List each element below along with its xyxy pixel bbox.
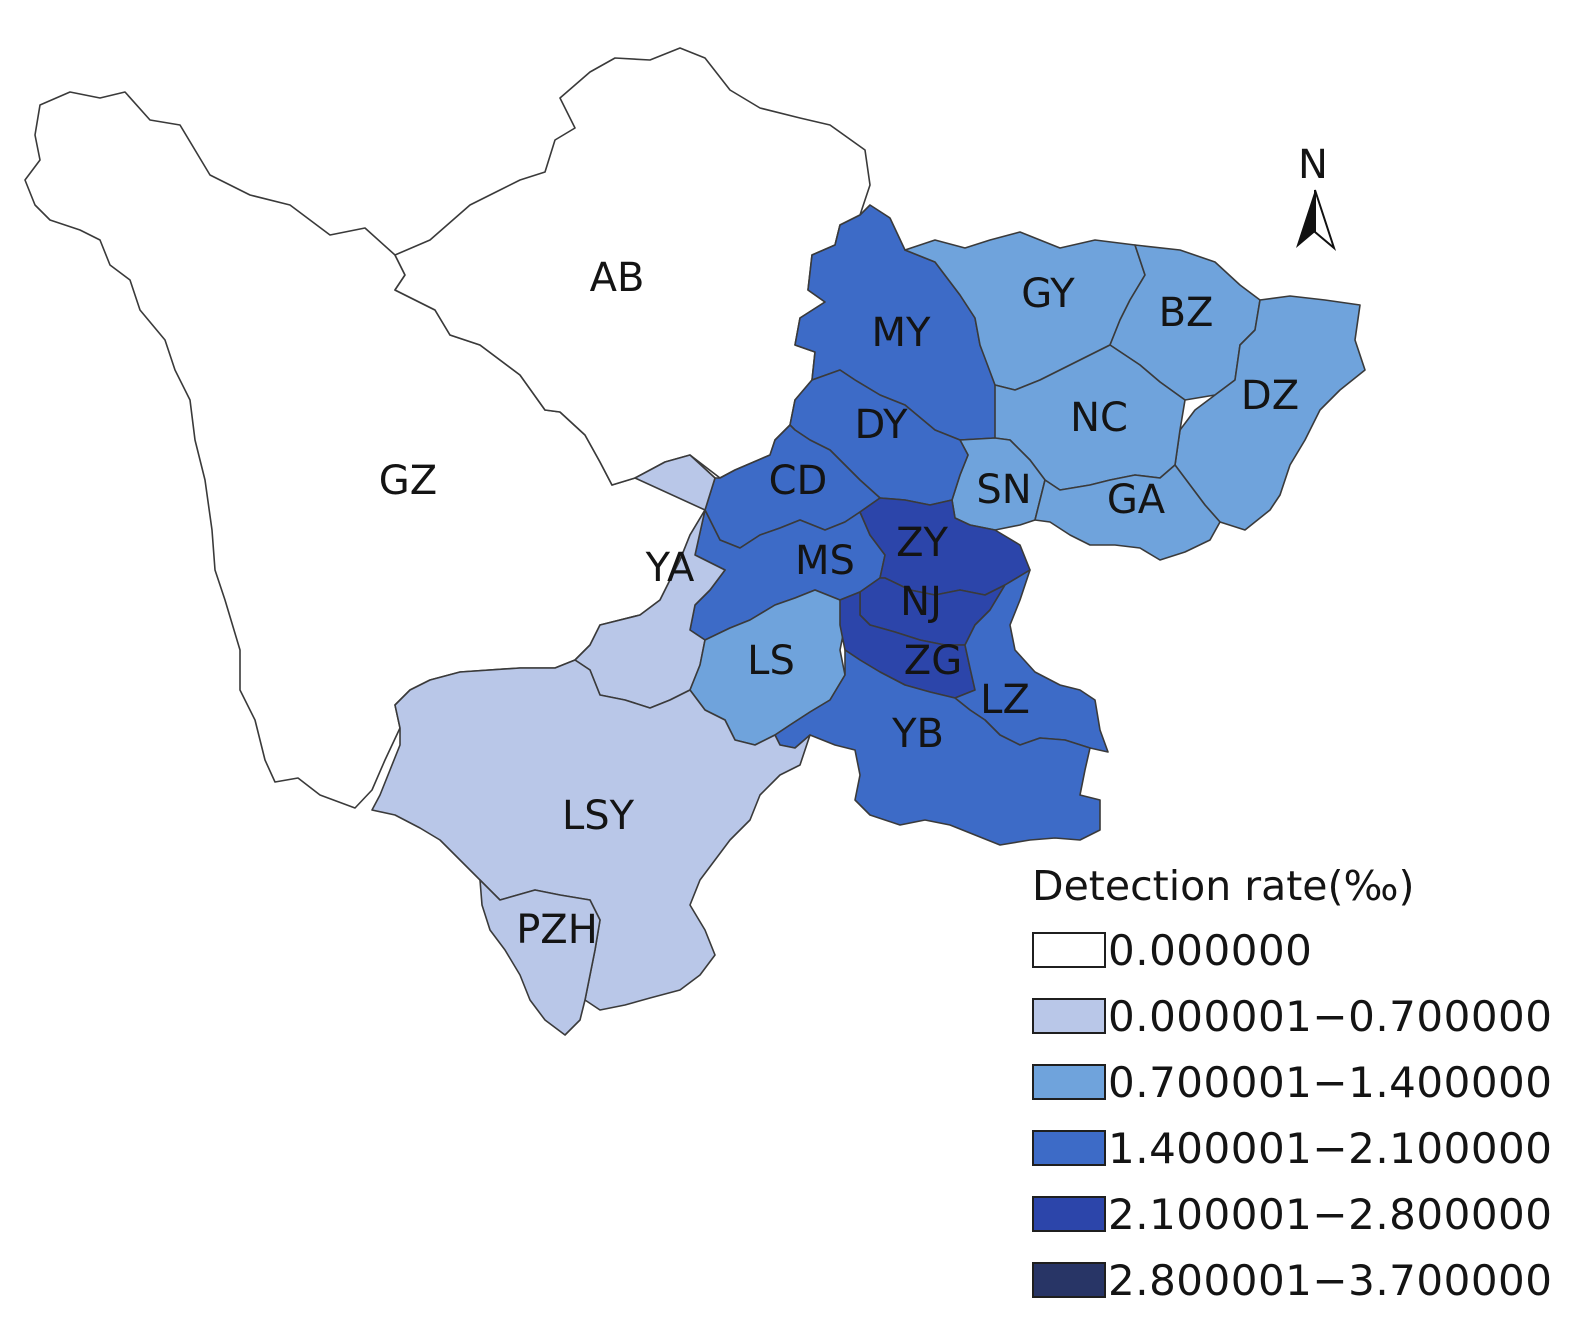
legend-swatch — [1032, 1196, 1106, 1232]
legend-item: 0.700001−1.400000 — [1032, 1049, 1553, 1115]
map-legend: Detection rate(‰) 0.000000 0.000001−0.700… — [1032, 855, 1553, 1313]
legend-label: 2.800001−3.700000 — [1108, 1255, 1553, 1305]
legend-label: 1.400001−2.100000 — [1108, 1123, 1553, 1173]
legend-item: 2.800001−3.700000 — [1032, 1247, 1553, 1313]
legend-item: 0.000000 — [1032, 917, 1553, 983]
legend-swatch — [1032, 998, 1106, 1034]
region-label-DY: DY — [854, 402, 908, 448]
legend-item: 1.400001−2.100000 — [1032, 1115, 1553, 1181]
region-label-CD: CD — [769, 458, 828, 504]
legend-title: Detection rate(‰) — [1032, 862, 1415, 910]
region-label-GZ: GZ — [379, 458, 437, 504]
north-arrow-label: N — [1298, 142, 1328, 188]
legend-swatch — [1032, 932, 1106, 968]
region-label-DZ: DZ — [1241, 373, 1299, 419]
region-label-YB: YB — [891, 711, 944, 757]
region-labels: AB GZ GY BZ NC DZ SN GA MY DY CD MS YA LS ZY NJ ZG LZ YB LS… — [379, 255, 1299, 953]
region-label-YA: YA — [645, 545, 695, 591]
legend-label: 0.700001−1.400000 — [1108, 1057, 1553, 1107]
region-LSY[interactable] — [371, 659, 811, 1011]
region-label-MS: MS — [795, 538, 855, 584]
region-label-GA: GA — [1107, 477, 1166, 523]
legend-label: 0.000000 — [1108, 925, 1313, 975]
region-DZ[interactable] — [1174, 295, 1366, 531]
map-regions — [24, 47, 1366, 1036]
region-label-MY: MY — [872, 310, 932, 356]
legend-item: 0.000001−0.700000 — [1032, 983, 1553, 1049]
north-arrow: N — [1296, 142, 1337, 252]
legend-item: 2.100001−2.800000 — [1032, 1181, 1553, 1247]
region-label-BZ: BZ — [1159, 290, 1214, 336]
legend-label: 2.100001−2.800000 — [1108, 1189, 1553, 1239]
region-label-ZG: ZG — [904, 638, 962, 684]
region-PZH[interactable] — [479, 879, 601, 1036]
legend-items: 0.000000 0.000001−0.700000 0.700001−1.4000… — [1032, 917, 1553, 1313]
region-GA[interactable] — [1034, 464, 1221, 561]
region-label-GY: GY — [1021, 271, 1075, 317]
region-label-NC: NC — [1070, 395, 1128, 441]
region-label-ZY: ZY — [896, 520, 948, 566]
legend-swatch — [1032, 1064, 1106, 1100]
region-label-SN: SN — [976, 467, 1031, 513]
region-label-NJ: NJ — [900, 579, 942, 625]
region-label-AB: AB — [590, 255, 645, 301]
region-label-LZ: LZ — [980, 677, 1030, 723]
region-label-LS: LS — [747, 638, 795, 684]
legend-label: 0.000001−0.700000 — [1108, 991, 1553, 1041]
region-label-PZH: PZH — [516, 907, 598, 953]
region-label-LSY: LSY — [562, 793, 635, 839]
legend-swatch — [1032, 1262, 1106, 1298]
north-arrow-icon — [1296, 189, 1337, 252]
legend-swatch — [1032, 1130, 1106, 1166]
